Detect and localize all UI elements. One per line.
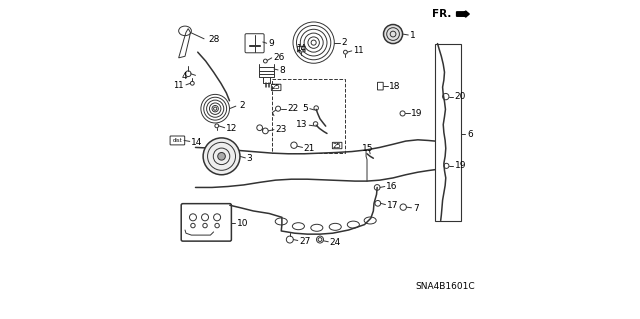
Text: 25: 25 xyxy=(333,143,342,149)
Text: 3: 3 xyxy=(246,154,252,163)
Text: 14: 14 xyxy=(191,137,202,146)
Text: FR.: FR. xyxy=(433,9,452,19)
Text: 16: 16 xyxy=(386,182,397,191)
Text: 5: 5 xyxy=(302,104,308,113)
Text: 8: 8 xyxy=(279,66,285,75)
Circle shape xyxy=(218,152,225,160)
Text: SNA4B1601C: SNA4B1601C xyxy=(415,282,475,291)
Text: 22: 22 xyxy=(287,104,298,113)
Text: 17: 17 xyxy=(387,201,398,210)
Bar xyxy=(272,79,345,152)
Text: 13: 13 xyxy=(296,120,307,129)
Bar xyxy=(435,44,461,221)
Text: 23: 23 xyxy=(275,125,286,134)
Text: 20: 20 xyxy=(454,92,466,101)
Text: 26: 26 xyxy=(273,53,284,62)
Text: 2: 2 xyxy=(341,38,347,47)
Circle shape xyxy=(383,25,403,44)
Text: 4: 4 xyxy=(181,72,187,81)
Text: 18: 18 xyxy=(389,82,401,91)
Text: 15: 15 xyxy=(362,144,373,153)
Text: 6: 6 xyxy=(467,130,473,138)
Text: 2: 2 xyxy=(239,101,244,110)
Text: 21: 21 xyxy=(303,144,315,152)
Text: 11: 11 xyxy=(173,81,184,90)
Text: 24: 24 xyxy=(330,238,340,247)
Text: dist: dist xyxy=(173,138,182,143)
Text: 27: 27 xyxy=(299,237,310,246)
Text: 11: 11 xyxy=(353,46,364,55)
Text: 14: 14 xyxy=(296,44,306,54)
Circle shape xyxy=(203,138,240,175)
Text: 10: 10 xyxy=(237,219,248,227)
Text: 1: 1 xyxy=(410,31,415,40)
Text: 7: 7 xyxy=(413,204,419,213)
Text: 19: 19 xyxy=(454,161,466,170)
Text: 25: 25 xyxy=(272,85,280,90)
Text: 9: 9 xyxy=(269,39,275,48)
Text: 12: 12 xyxy=(226,124,237,133)
Text: 28: 28 xyxy=(208,35,220,44)
Text: 19: 19 xyxy=(411,109,422,118)
FancyArrow shape xyxy=(456,11,469,17)
